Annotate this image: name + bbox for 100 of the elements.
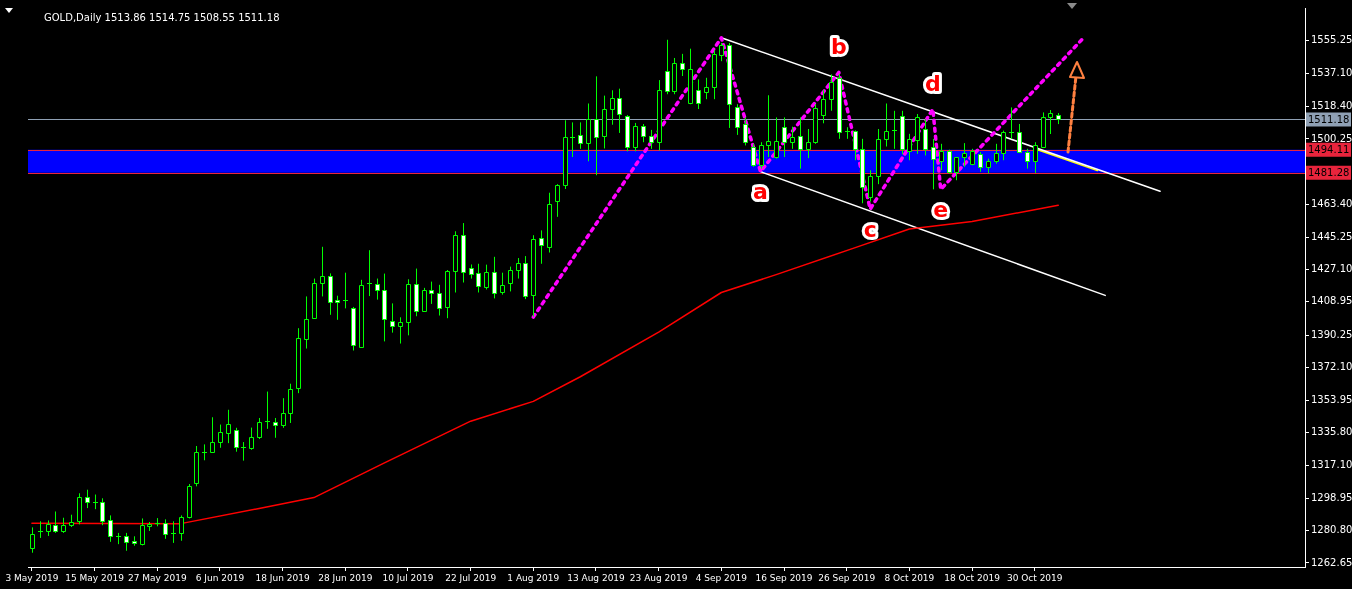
y-tick-label: 1298.95 bbox=[1311, 491, 1352, 503]
candlestick bbox=[30, 526, 35, 554]
data-label: e bbox=[933, 197, 949, 223]
candlestick bbox=[171, 520, 176, 544]
candlestick bbox=[461, 222, 466, 283]
candlestick bbox=[414, 268, 419, 317]
x-tick-label: 18 Oct 2019 bbox=[944, 572, 1001, 583]
x-tick-label: 13 Aug 2019 bbox=[567, 572, 626, 583]
y-tick-label: 1555.25 bbox=[1311, 34, 1352, 46]
candlestick bbox=[547, 192, 552, 254]
candlestick bbox=[453, 230, 458, 293]
candlestick bbox=[923, 118, 928, 156]
candlestick bbox=[508, 266, 513, 292]
candlestick bbox=[257, 417, 262, 440]
candlestick bbox=[516, 257, 521, 280]
y-tick-label: 1317.10 bbox=[1311, 459, 1352, 471]
data-label: d bbox=[924, 70, 941, 96]
candlestick bbox=[782, 116, 787, 158]
candlestick bbox=[578, 121, 583, 150]
candlestick bbox=[210, 416, 215, 454]
x-tick-label: 1 Aug 2019 bbox=[507, 572, 560, 583]
candlestick bbox=[798, 116, 803, 170]
candlestick bbox=[665, 39, 670, 95]
candlestick bbox=[712, 49, 717, 100]
candlestick bbox=[892, 110, 897, 150]
y-tick-label: 1372.10 bbox=[1311, 361, 1352, 373]
candlestick bbox=[163, 518, 168, 540]
candlestick bbox=[790, 126, 795, 150]
y-tick-label: 1427.10 bbox=[1311, 263, 1352, 275]
candlestick bbox=[696, 78, 701, 110]
x-tick-label: 30 Oct 2019 bbox=[1006, 572, 1063, 583]
candlestick bbox=[1017, 123, 1022, 154]
candlestick bbox=[884, 102, 889, 147]
candlestick bbox=[476, 263, 481, 293]
candlestick bbox=[445, 269, 450, 319]
candlestick bbox=[680, 53, 685, 77]
candlestick bbox=[947, 149, 952, 174]
x-tick-label: 22 Jul 2019 bbox=[445, 572, 497, 583]
candlestick bbox=[1025, 148, 1030, 170]
x-tick-label: 6 Jun 2019 bbox=[195, 572, 245, 583]
candlestick bbox=[304, 295, 309, 350]
candlestick bbox=[85, 489, 90, 509]
candlestick bbox=[218, 424, 223, 449]
candlestick bbox=[806, 128, 811, 159]
candlestick bbox=[390, 302, 395, 334]
candlestick bbox=[868, 169, 873, 203]
x-tick-label: 15 May 2019 bbox=[65, 572, 125, 583]
candlestick bbox=[265, 391, 270, 430]
candlestick bbox=[563, 119, 568, 190]
candlestick bbox=[719, 42, 724, 62]
candlestick bbox=[617, 88, 622, 134]
candlestick bbox=[523, 255, 528, 300]
candlestick bbox=[328, 272, 333, 316]
y-tick-label: 1408.95 bbox=[1311, 295, 1352, 307]
candlestick bbox=[320, 246, 325, 297]
candlestick bbox=[241, 441, 246, 462]
line-series bbox=[531, 36, 1084, 319]
candlestick bbox=[978, 151, 983, 173]
y-tick-label: 1445.25 bbox=[1311, 230, 1352, 242]
y-tick-label: 1500.25 bbox=[1311, 132, 1352, 144]
candlestick bbox=[484, 264, 489, 290]
candlestick bbox=[610, 89, 615, 126]
y-tick-label: 1280.80 bbox=[1311, 524, 1352, 536]
candlestick bbox=[939, 143, 944, 171]
candlestick bbox=[437, 284, 442, 317]
candlestick bbox=[187, 483, 192, 519]
candlestick bbox=[351, 306, 356, 351]
candlestick bbox=[641, 123, 646, 143]
candlestick bbox=[751, 143, 756, 168]
candlestick bbox=[907, 133, 912, 161]
y-tick-label: 1353.95 bbox=[1311, 393, 1352, 405]
candlestick bbox=[194, 445, 199, 487]
candlestick bbox=[602, 95, 607, 149]
candlestick bbox=[202, 443, 207, 461]
x-tick-label: 18 Jun 2019 bbox=[255, 572, 310, 583]
candlestick bbox=[1009, 106, 1014, 140]
candlestick bbox=[845, 126, 850, 140]
candlestick bbox=[829, 73, 834, 112]
candlestick bbox=[539, 229, 544, 265]
candlestick bbox=[140, 517, 145, 546]
candlestick bbox=[876, 128, 881, 185]
x-tick-label: 28 Jun 2019 bbox=[318, 572, 373, 583]
candlestick bbox=[759, 141, 764, 170]
candlestick bbox=[273, 417, 278, 439]
y-tick-label: 1518.40 bbox=[1311, 100, 1352, 112]
candlestick bbox=[594, 75, 599, 176]
candlestick bbox=[422, 287, 427, 313]
candlestick bbox=[531, 234, 536, 318]
candlestick bbox=[116, 532, 121, 545]
data-label: c bbox=[863, 216, 877, 242]
candlestick bbox=[100, 497, 105, 526]
candlestick bbox=[375, 278, 380, 301]
data-label: b bbox=[830, 34, 847, 60]
candlestick bbox=[1048, 109, 1053, 135]
y-tick-label: 1390.25 bbox=[1311, 328, 1352, 340]
candlestick bbox=[359, 279, 364, 349]
y-tick-label: 1537.10 bbox=[1311, 66, 1352, 78]
candlestick bbox=[735, 103, 740, 136]
candlestick bbox=[860, 138, 865, 204]
candlestick bbox=[226, 409, 231, 444]
